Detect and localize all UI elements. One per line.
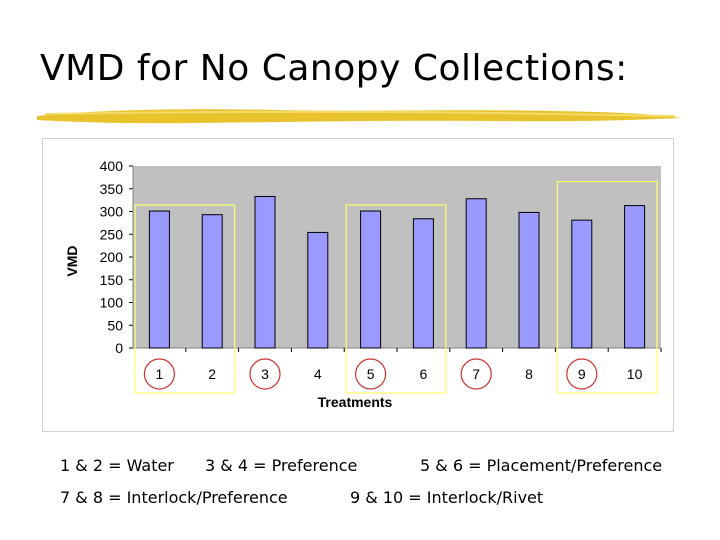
- y-tick-label: 300: [100, 204, 124, 220]
- bar: [148, 210, 170, 349]
- y-tick-label: 200: [100, 249, 124, 265]
- legend-item-preference: 3 & 4 = Preference: [205, 456, 358, 475]
- x-tick-label: 7: [472, 366, 480, 382]
- bar: [412, 218, 434, 349]
- y-tick-label: 0: [115, 340, 123, 356]
- slide-title: VMD for No Canopy Collections:: [40, 48, 628, 89]
- y-tick-label: 350: [100, 181, 124, 197]
- bar: [201, 214, 223, 349]
- highlight-box: [556, 180, 658, 394]
- x-tick-label: 2: [208, 366, 216, 382]
- category-circle: [460, 358, 492, 390]
- legend-item-water: 1 & 2 = Water: [60, 456, 174, 475]
- y-tick-label: 400: [100, 158, 124, 174]
- bar: [624, 205, 646, 349]
- x-tick-label: 9: [578, 366, 586, 382]
- x-axis-title: Treatments: [318, 394, 393, 410]
- bar: [571, 219, 593, 349]
- x-tick-label: 8: [525, 366, 533, 382]
- y-tick-label: 150: [100, 272, 124, 288]
- x-tick-label: 10: [627, 366, 643, 382]
- highlight-box: [134, 204, 236, 394]
- x-tick-label: 4: [314, 366, 322, 382]
- x-tick-label: 3: [261, 366, 269, 382]
- category-circle: [355, 358, 387, 390]
- bar: [307, 231, 329, 349]
- legend-item-interlock-preference: 7 & 8 = Interlock/Preference: [60, 488, 288, 507]
- y-axis-title: VMD: [64, 245, 80, 276]
- bar: [254, 195, 276, 349]
- bar-chart: 0 50 100 150 200 250 300 350 400 1 2 3 4 5 6 7 8 9 10 Treat…: [64, 158, 662, 410]
- chart-container: 0 50 100 150 200 250 300 350 400 1 2 3 4 5 6 7 8 9 10 Treat…: [42, 138, 674, 432]
- y-tick-label: 250: [100, 226, 124, 242]
- bar: [465, 198, 487, 349]
- x-tick-label: 6: [420, 366, 428, 382]
- bar: [360, 210, 382, 349]
- title-underline: [37, 109, 681, 124]
- x-tick-label: 5: [367, 366, 375, 382]
- category-circle: [249, 358, 281, 390]
- x-tick-label: 1: [156, 366, 164, 382]
- highlight-box: [345, 204, 447, 394]
- y-tick-label: 50: [107, 317, 123, 333]
- legend-item-interlock-rivet: 9 & 10 = Interlock/Rivet: [350, 488, 544, 507]
- category-circle: [566, 358, 598, 390]
- y-tick-label: 100: [100, 295, 124, 311]
- legend-item-placement-preference: 5 & 6 = Placement/Preference: [420, 456, 663, 475]
- bar: [518, 211, 540, 349]
- category-circle: [143, 358, 176, 390]
